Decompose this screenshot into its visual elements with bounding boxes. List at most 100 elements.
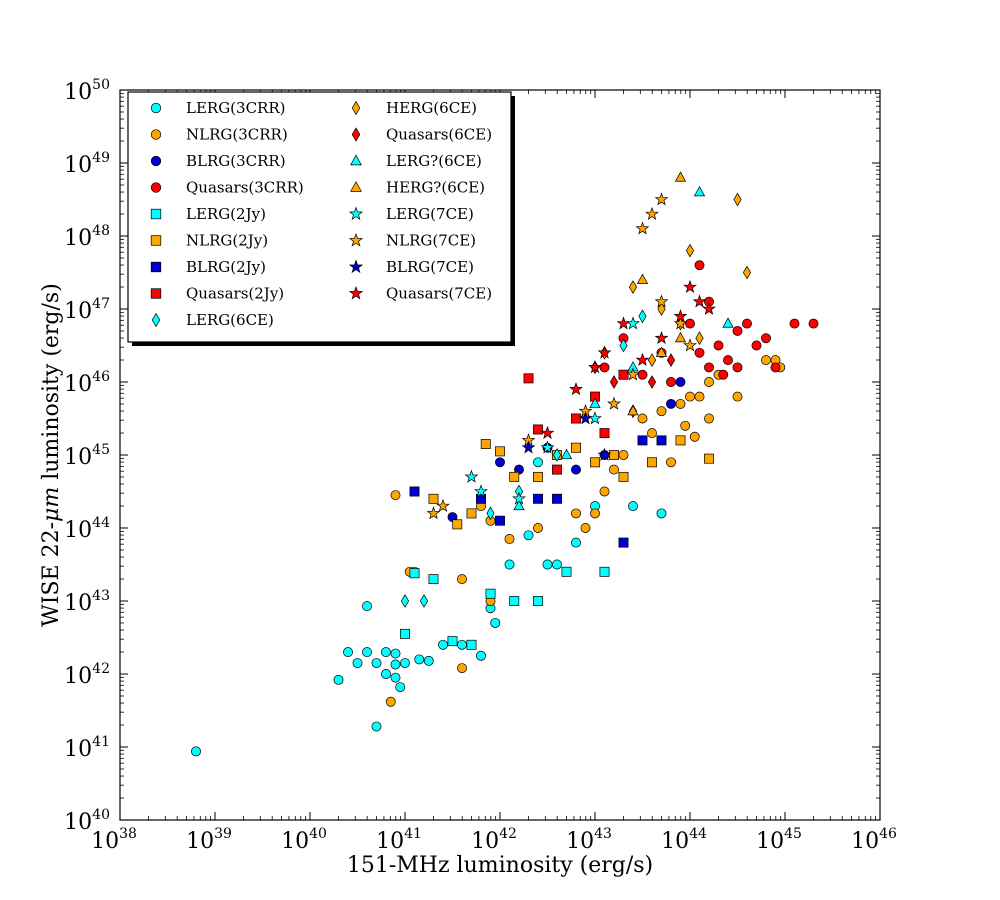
y-tick-label: 1044 — [64, 515, 110, 543]
data-point — [552, 448, 562, 462]
data-point — [666, 398, 676, 409]
x-tick-label: 1041 — [376, 826, 422, 854]
series-herg-6ce- — [627, 171, 687, 416]
data-point — [542, 559, 553, 570]
data-point — [692, 294, 707, 308]
data-point — [647, 375, 657, 389]
data-point — [409, 568, 420, 579]
legend-marker — [150, 288, 162, 299]
data-point — [718, 369, 729, 380]
data-point — [540, 425, 555, 439]
data-point — [616, 316, 631, 330]
data-point — [533, 471, 543, 482]
data-point — [495, 457, 505, 468]
ticks-layer: 1038 1039 1040 1041 1042 1043 1044 1045 1046 1040… — [64, 77, 897, 854]
data-point — [628, 280, 638, 294]
data-point — [504, 534, 515, 544]
legend-marker — [150, 102, 162, 114]
data-point — [588, 360, 602, 374]
data-point — [580, 523, 591, 533]
y-tick-label: 1041 — [64, 734, 110, 762]
legend-label: LERG(3CRR) — [186, 99, 286, 117]
legend-marker — [150, 182, 162, 193]
data-point — [761, 333, 771, 344]
data-point — [761, 355, 771, 366]
data-point — [409, 486, 420, 497]
data-point — [447, 636, 458, 647]
data-point — [343, 647, 353, 658]
data-point — [627, 404, 639, 416]
data-point — [618, 450, 629, 460]
data-point — [637, 413, 648, 424]
y-tick-label: 1049 — [64, 150, 110, 178]
data-point — [381, 669, 391, 679]
data-point — [666, 353, 676, 367]
data-point — [414, 654, 425, 665]
legend-marker — [150, 208, 162, 220]
data-point — [476, 650, 486, 661]
data-point — [485, 588, 496, 599]
data-point — [673, 316, 688, 330]
data-point — [552, 559, 562, 570]
labels-layer: 151-MHz luminosity (erg/s) WISE 22-μm lu… — [39, 283, 653, 878]
x-tick-label: 1040 — [281, 826, 327, 854]
data-point — [618, 537, 629, 548]
data-point — [400, 658, 410, 669]
x-tick-label: 1043 — [566, 826, 612, 854]
data-point — [428, 493, 439, 504]
y-tick-label: 1040 — [64, 807, 110, 835]
series-nlrg-7ce- — [426, 192, 697, 520]
data-point — [704, 377, 714, 387]
data-point — [381, 647, 391, 658]
y-tick-label: 1048 — [64, 223, 110, 251]
data-point — [673, 309, 688, 323]
data-point — [599, 428, 610, 439]
data-point — [390, 672, 401, 683]
data-point — [385, 696, 396, 707]
data-point — [656, 406, 667, 417]
legend-label: HERG?(6CE) — [386, 179, 485, 197]
legend-label: Quasars(7CE) — [386, 285, 492, 303]
series-lerg-3crr- — [191, 457, 667, 757]
legend-marker — [350, 181, 362, 192]
legend-label: LERG(2Jy) — [186, 205, 266, 223]
legend-label: LERG?(6CE) — [386, 152, 482, 170]
x-tick-label: 1042 — [471, 826, 517, 854]
data-point — [704, 362, 714, 373]
series-lerg-2jy- — [400, 566, 610, 650]
data-point — [637, 435, 648, 446]
data-point — [680, 420, 691, 431]
data-point — [571, 413, 581, 424]
data-point — [333, 674, 344, 685]
data-point — [683, 279, 697, 293]
data-point — [509, 471, 520, 482]
data-point — [590, 457, 600, 468]
data-point — [533, 596, 543, 606]
legend-box — [127, 91, 512, 343]
data-point — [654, 192, 669, 206]
data-point — [486, 506, 495, 521]
legend-label: NLRG(3CRR) — [186, 126, 288, 144]
data-point — [191, 746, 201, 757]
legend-marker — [348, 206, 364, 221]
data-point — [436, 498, 450, 512]
data-point — [426, 506, 441, 520]
data-point — [674, 171, 687, 182]
data-point — [675, 377, 686, 387]
data-point — [685, 243, 695, 258]
series-nlrg-2jy- — [428, 435, 714, 530]
y-tick-label: 1047 — [64, 296, 110, 324]
series-blrg-2jy- — [409, 435, 667, 548]
data-point — [597, 345, 612, 359]
data-point — [638, 309, 647, 324]
x-axis-label: 151-MHz luminosity (erg/s) — [347, 853, 653, 878]
data-point — [722, 317, 734, 328]
legend-label: LERG(7CE) — [386, 205, 474, 223]
y-axis-label-part: μm — [39, 487, 64, 522]
data-point — [618, 369, 629, 380]
data-point — [466, 639, 477, 650]
legend-marker — [351, 127, 361, 142]
legend-marker — [351, 100, 361, 116]
legend-marker — [150, 235, 162, 246]
y-tick-label: 1046 — [64, 369, 110, 397]
